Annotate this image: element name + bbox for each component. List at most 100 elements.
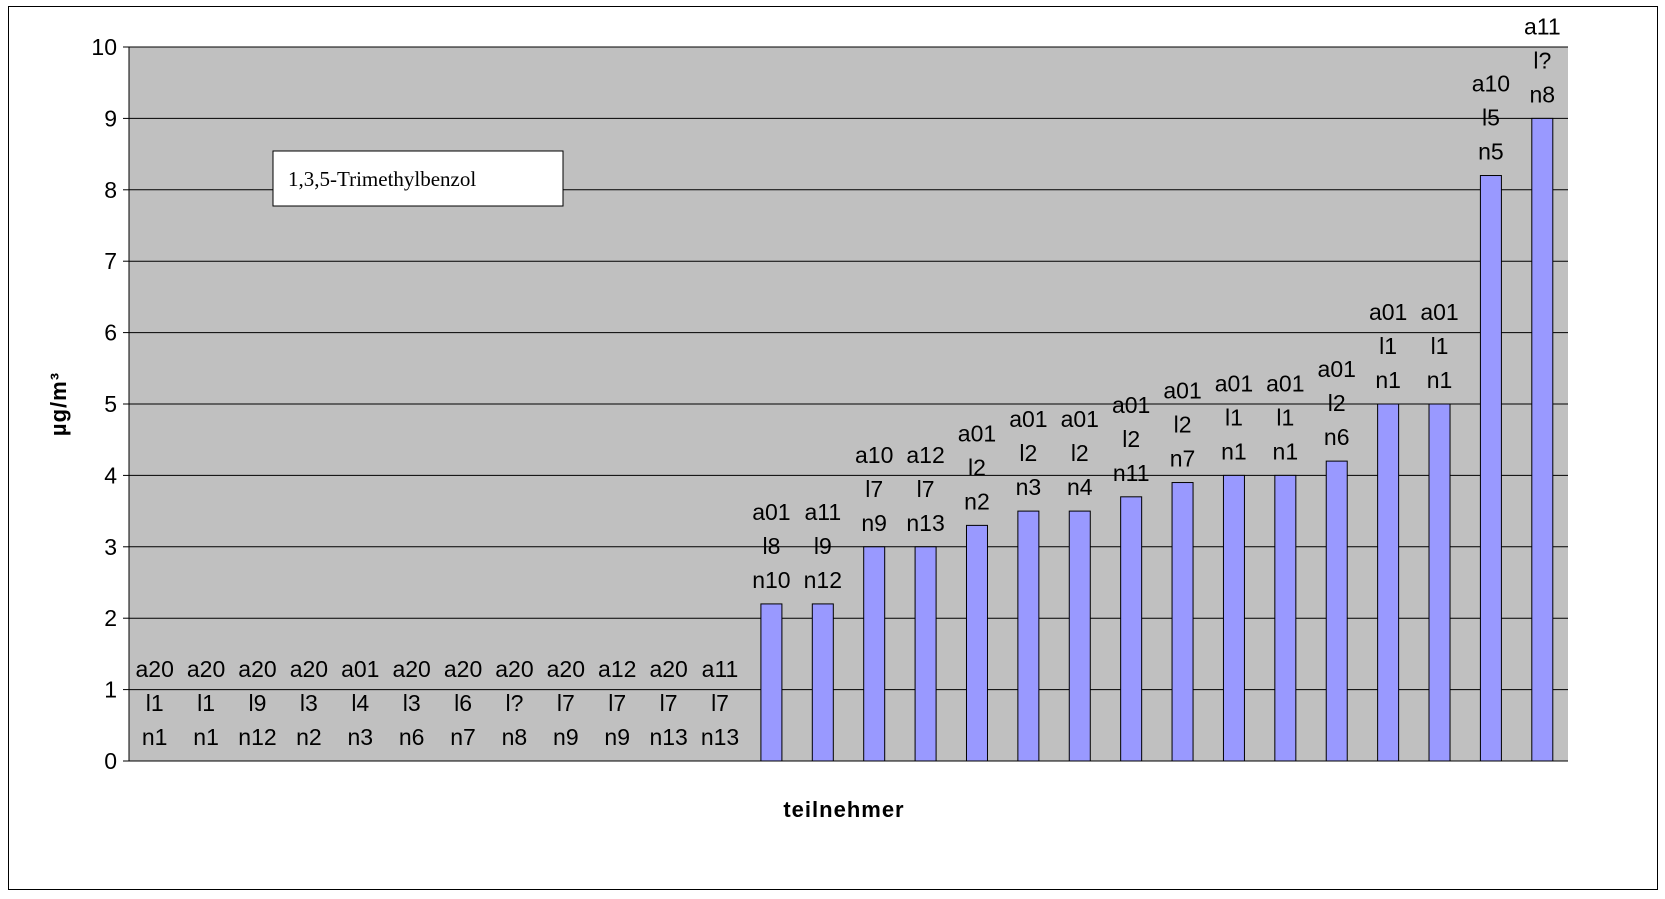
y-tick-label: 5 — [104, 391, 117, 417]
bar-data-label: l2 — [1328, 390, 1346, 416]
bar-data-label: a01 — [1369, 299, 1407, 325]
bar — [914, 546, 937, 762]
bar-data-label: a01 — [1266, 370, 1304, 396]
bar-data-label: n6 — [399, 724, 425, 750]
bar — [1222, 474, 1245, 762]
bar-data-label: a01 — [1112, 392, 1150, 418]
y-tick-label: 8 — [104, 177, 117, 203]
bar-data-label: l6 — [454, 690, 472, 716]
bar-data-label: n8 — [502, 724, 528, 750]
y-tick-label: 3 — [104, 534, 117, 560]
bar-data-label: n1 — [1221, 438, 1247, 464]
bar-data-label: n2 — [964, 488, 990, 514]
bar-data-label: l2 — [1071, 440, 1089, 466]
bar-data-label: l7 — [865, 476, 883, 502]
bar-data-label: l7 — [557, 690, 575, 716]
bar-data-label: l2 — [1122, 426, 1140, 452]
bar-labels: a20 l1 n1 a20 l1 n1 a20 l9 n12 a20 l3 n2 a01 l4 n3 a20 l… — [136, 13, 1561, 750]
bar-data-label: l9 — [249, 690, 267, 716]
bar-data-label: l3 — [403, 690, 421, 716]
bar — [1120, 496, 1143, 762]
bar-data-label: a01 — [1163, 378, 1201, 404]
y-tick-label: 1 — [104, 677, 117, 703]
bars — [760, 117, 1554, 762]
bar-data-label: l4 — [351, 690, 369, 716]
bar-data-label: l1 — [146, 690, 164, 716]
bar-data-label: a11 — [1524, 13, 1561, 39]
bar-data-label: l2 — [1019, 440, 1037, 466]
bar-data-label: n13 — [906, 510, 944, 536]
bar-data-label: a20 — [187, 656, 225, 682]
bar-data-label: a10 — [1472, 71, 1510, 97]
chart-frame: a20 l1 n1 a20 l1 n1 a20 l9 n12 a20 l3 n2 a01 l4 n3 a20 l… — [8, 6, 1658, 890]
bar — [1428, 403, 1451, 762]
bar-data-label: n9 — [861, 510, 887, 536]
bar-data-label: n11 — [1113, 460, 1150, 486]
bar-data-label: a12 — [906, 442, 944, 468]
bar-data-label: n1 — [142, 724, 168, 750]
bar-data-label: l1 — [1276, 404, 1294, 430]
bar-data-label: l8 — [762, 533, 780, 559]
bar — [1479, 175, 1502, 762]
bar-data-label: a20 — [444, 656, 482, 682]
bar-data-label: a01 — [1061, 406, 1099, 432]
y-tick-label: 6 — [104, 320, 117, 346]
bar — [1068, 510, 1091, 762]
bar — [1325, 460, 1348, 762]
bar-data-label: n10 — [752, 567, 790, 593]
bar-data-label: l? — [505, 690, 523, 716]
bar-data-label: a20 — [392, 656, 430, 682]
y-tick-label: 0 — [104, 748, 117, 774]
bar-data-label: l7 — [711, 690, 729, 716]
bar-data-label: a20 — [547, 656, 585, 682]
bar-data-label: l2 — [1174, 412, 1192, 438]
bar-data-label: l1 — [1431, 333, 1449, 359]
bar-data-label: l7 — [608, 690, 626, 716]
bar-data-label: n4 — [1067, 474, 1093, 500]
bar — [1017, 510, 1040, 762]
bar-data-label: n12 — [804, 567, 842, 593]
bar — [760, 603, 783, 762]
y-tick-label: 10 — [91, 34, 117, 60]
bar — [965, 524, 988, 762]
bar-data-label: a01 — [341, 656, 379, 682]
bar-data-label: l7 — [660, 690, 678, 716]
bar — [863, 546, 886, 762]
bar-data-label: l7 — [917, 476, 935, 502]
bar-data-label: a01 — [1420, 299, 1458, 325]
bar-data-label: n13 — [649, 724, 687, 750]
bar-data-label: a20 — [290, 656, 328, 682]
bar-data-label: n6 — [1324, 424, 1350, 450]
y-tick-label: 7 — [104, 248, 117, 274]
bar-data-label: n1 — [193, 724, 219, 750]
chart-annotation: 1,3,5-Trimethylbenzol — [288, 167, 476, 191]
bar-data-label: a20 — [136, 656, 174, 682]
bar-data-label: a11 — [702, 656, 739, 682]
bar — [1377, 403, 1400, 762]
bar-data-label: n7 — [1170, 446, 1196, 472]
bar-data-label: n1 — [1427, 367, 1453, 393]
bar-data-label: n3 — [1016, 474, 1042, 500]
bar-data-label: n5 — [1478, 139, 1504, 165]
bar-data-label: a20 — [495, 656, 533, 682]
bar-data-label: a20 — [649, 656, 687, 682]
bar-data-label: a01 — [1009, 406, 1047, 432]
bar-data-label: l1 — [1225, 404, 1243, 430]
bar-data-label: a01 — [1215, 370, 1253, 396]
bar-data-label: n8 — [1530, 81, 1556, 107]
bar — [1171, 482, 1194, 762]
y-tick-label: 4 — [104, 462, 117, 488]
bar-data-label: a12 — [598, 656, 636, 682]
bar — [1274, 474, 1297, 762]
annotation-box: 1,3,5-Trimethylbenzol — [272, 150, 564, 207]
bar — [811, 603, 834, 762]
y-axis: 0 1 2 3 4 5 6 7 8 9 10 — [91, 34, 130, 774]
bar-chart: a20 l1 n1 a20 l1 n1 a20 l9 n12 a20 l3 n2 a01 l4 n3 a20 l… — [46, 13, 1568, 822]
bar-data-label: n2 — [296, 724, 322, 750]
y-tick-label: 9 — [104, 105, 117, 131]
bar-data-label: a01 — [752, 499, 790, 525]
bar-data-label: n3 — [347, 724, 373, 750]
bar-data-label: n13 — [701, 724, 739, 750]
bar-data-label: a20 — [238, 656, 276, 682]
y-axis-title: µg/m³ — [46, 372, 71, 436]
